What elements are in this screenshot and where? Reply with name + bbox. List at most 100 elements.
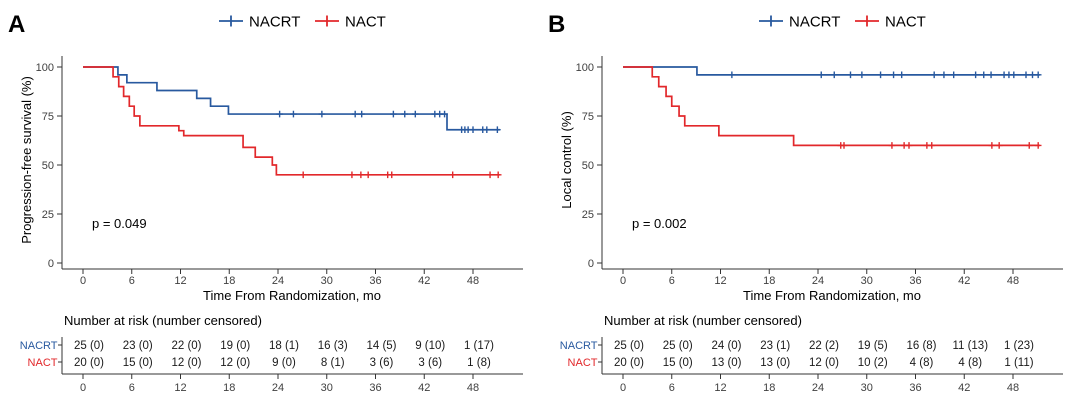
risk-axis-tick-label: 0 — [620, 382, 626, 394]
risk-value: 22 (2) — [809, 340, 839, 352]
risk-axis-tick-label: 24 — [812, 382, 824, 394]
risk-value: 3 (6) — [370, 357, 394, 369]
x-tick-label: 36 — [909, 275, 921, 287]
legend-censor-glyph-nact — [315, 15, 339, 27]
risk-axis-tick-label: 18 — [223, 382, 235, 394]
x-tick-label: 30 — [861, 275, 873, 287]
risk-value: 9 (10) — [415, 340, 445, 352]
risk-value: 23 (0) — [123, 340, 153, 352]
legend-label-nacrt: NACRT — [789, 14, 840, 31]
y-tick-label: 0 — [588, 258, 594, 270]
risk-value: 9 (0) — [272, 357, 296, 369]
risk-axis-tick-label: 36 — [369, 382, 381, 394]
x-tick-label: 48 — [467, 275, 479, 287]
censor-mark-nacrt — [483, 126, 491, 134]
risk-axis-tick-label: 0 — [80, 382, 86, 394]
censor-mark-nact — [388, 171, 396, 179]
plot-area: 0 6 12 18 24 30 36 42 48 0 25 50 75 100 — [576, 56, 1063, 287]
y-tick-label: 50 — [42, 160, 54, 172]
risk-value: 4 (8) — [910, 357, 934, 369]
risk-value: 1 (11) — [1004, 357, 1033, 369]
risk-value: 19 (0) — [220, 340, 250, 352]
survival-curve-nact — [83, 66, 500, 176]
x-tick-label: 30 — [321, 275, 333, 287]
censor-mark-nact — [840, 142, 848, 149]
risk-table-header: Number at risk (number censored) — [604, 313, 802, 328]
censor-mark-nact — [995, 142, 1003, 149]
censor-mark-nact — [988, 142, 996, 149]
x-tick-label: 0 — [620, 275, 626, 287]
risk-axis-tick-label: 36 — [909, 382, 921, 394]
panel-b: B NACRT NACT Local control (%) Time From… — [540, 0, 1080, 411]
x-axis-title: Time From Randomization, mo — [203, 288, 381, 303]
x-tick-label: 24 — [812, 275, 824, 287]
panel-a-chart: A NACRT NACT Progression-free survival (… — [8, 11, 523, 394]
risk-value: 16 (8) — [906, 340, 936, 352]
risk-value: 11 (13) — [952, 340, 988, 352]
x-tick-label: 36 — [369, 275, 381, 287]
y-tick-label: 25 — [42, 209, 54, 221]
censor-mark-nacrt — [972, 71, 979, 79]
risk-value: 20 (0) — [614, 357, 644, 369]
risk-axis-tick-label: 42 — [958, 382, 970, 394]
y-tick-label: 0 — [48, 258, 54, 270]
censor-mark-nacrt — [390, 110, 397, 118]
risk-value: 1 (8) — [467, 357, 491, 369]
censor-mark-nacrt — [877, 71, 884, 79]
censor-mark-nacrt — [441, 110, 448, 118]
censor-mark-nacrt — [930, 71, 938, 79]
plot-area: 0 6 12 18 24 30 36 42 48 0 25 50 75 100 — [36, 56, 523, 287]
censor-mark-nact — [928, 142, 936, 149]
risk-table: NACRT 25 (0) 23 (0) 22 (0) 19 (0) 18 (1) 16 (3… — [20, 337, 523, 394]
risk-axis-tick-label: 6 — [669, 382, 675, 394]
censor-mark-nacrt — [858, 71, 866, 79]
risk-axis-tick-label: 18 — [763, 382, 775, 394]
risk-value: 24 (0) — [711, 340, 741, 352]
censor-mark-nacrt — [1010, 71, 1018, 79]
x-tick-label: 0 — [80, 275, 86, 287]
censor-mark-nacrt — [890, 71, 897, 79]
x-axis-title: Time From Randomization, mo — [743, 288, 921, 303]
risk-row-label-nacrt: NACRT — [560, 340, 598, 352]
censor-mark-nacrt — [318, 110, 326, 118]
censor-mark-nact — [299, 171, 307, 179]
censor-mark-nacrt — [940, 71, 948, 79]
censor-mark-nacrt — [494, 126, 501, 134]
censor-mark-nact — [357, 171, 365, 179]
censor-mark-nacrt — [950, 71, 957, 79]
x-tick-label: 18 — [223, 275, 235, 287]
censor-mark-nacrt — [358, 110, 365, 118]
risk-value: 15 (0) — [123, 357, 153, 369]
censor-mark-nacrt — [401, 110, 409, 118]
y-tick-label: 50 — [582, 160, 594, 172]
risk-axis-tick-label: 30 — [861, 382, 873, 394]
survival-curve-nact — [623, 66, 1040, 147]
risk-axis-tick-label: 24 — [272, 382, 284, 394]
risk-axis-tick-label: 12 — [174, 382, 186, 394]
risk-value: 14 (5) — [366, 340, 396, 352]
censor-mark-nacrt — [980, 71, 988, 79]
y-tick-label: 100 — [576, 62, 594, 74]
censor-mark-nact — [364, 171, 372, 179]
risk-value: 20 (0) — [74, 357, 104, 369]
risk-value: 25 (0) — [614, 340, 644, 352]
censor-mark-nact — [905, 142, 913, 149]
risk-value: 13 (0) — [711, 357, 741, 369]
risk-axis-tick-label: 42 — [418, 382, 430, 394]
legend-censor-glyph-nacrt — [759, 15, 783, 27]
legend: NACRT NACT — [219, 14, 386, 31]
censor-mark-nacrt — [412, 110, 419, 118]
censor-mark-nact — [888, 142, 896, 149]
survival-curve-nacrt — [83, 66, 500, 131]
y-axis-title: Progression-free survival (%) — [19, 76, 34, 244]
x-tick-label: 12 — [174, 275, 186, 287]
censor-mark-nact — [494, 171, 502, 179]
censor-mark-nacrt — [1034, 71, 1042, 79]
risk-value: 3 (6) — [418, 357, 442, 369]
survival-curve-nacrt — [623, 66, 1040, 76]
y-tick-label: 75 — [42, 111, 54, 123]
x-tick-label: 42 — [418, 275, 430, 287]
risk-value: 1 (17) — [464, 340, 494, 352]
y-tick-label: 75 — [582, 111, 594, 123]
